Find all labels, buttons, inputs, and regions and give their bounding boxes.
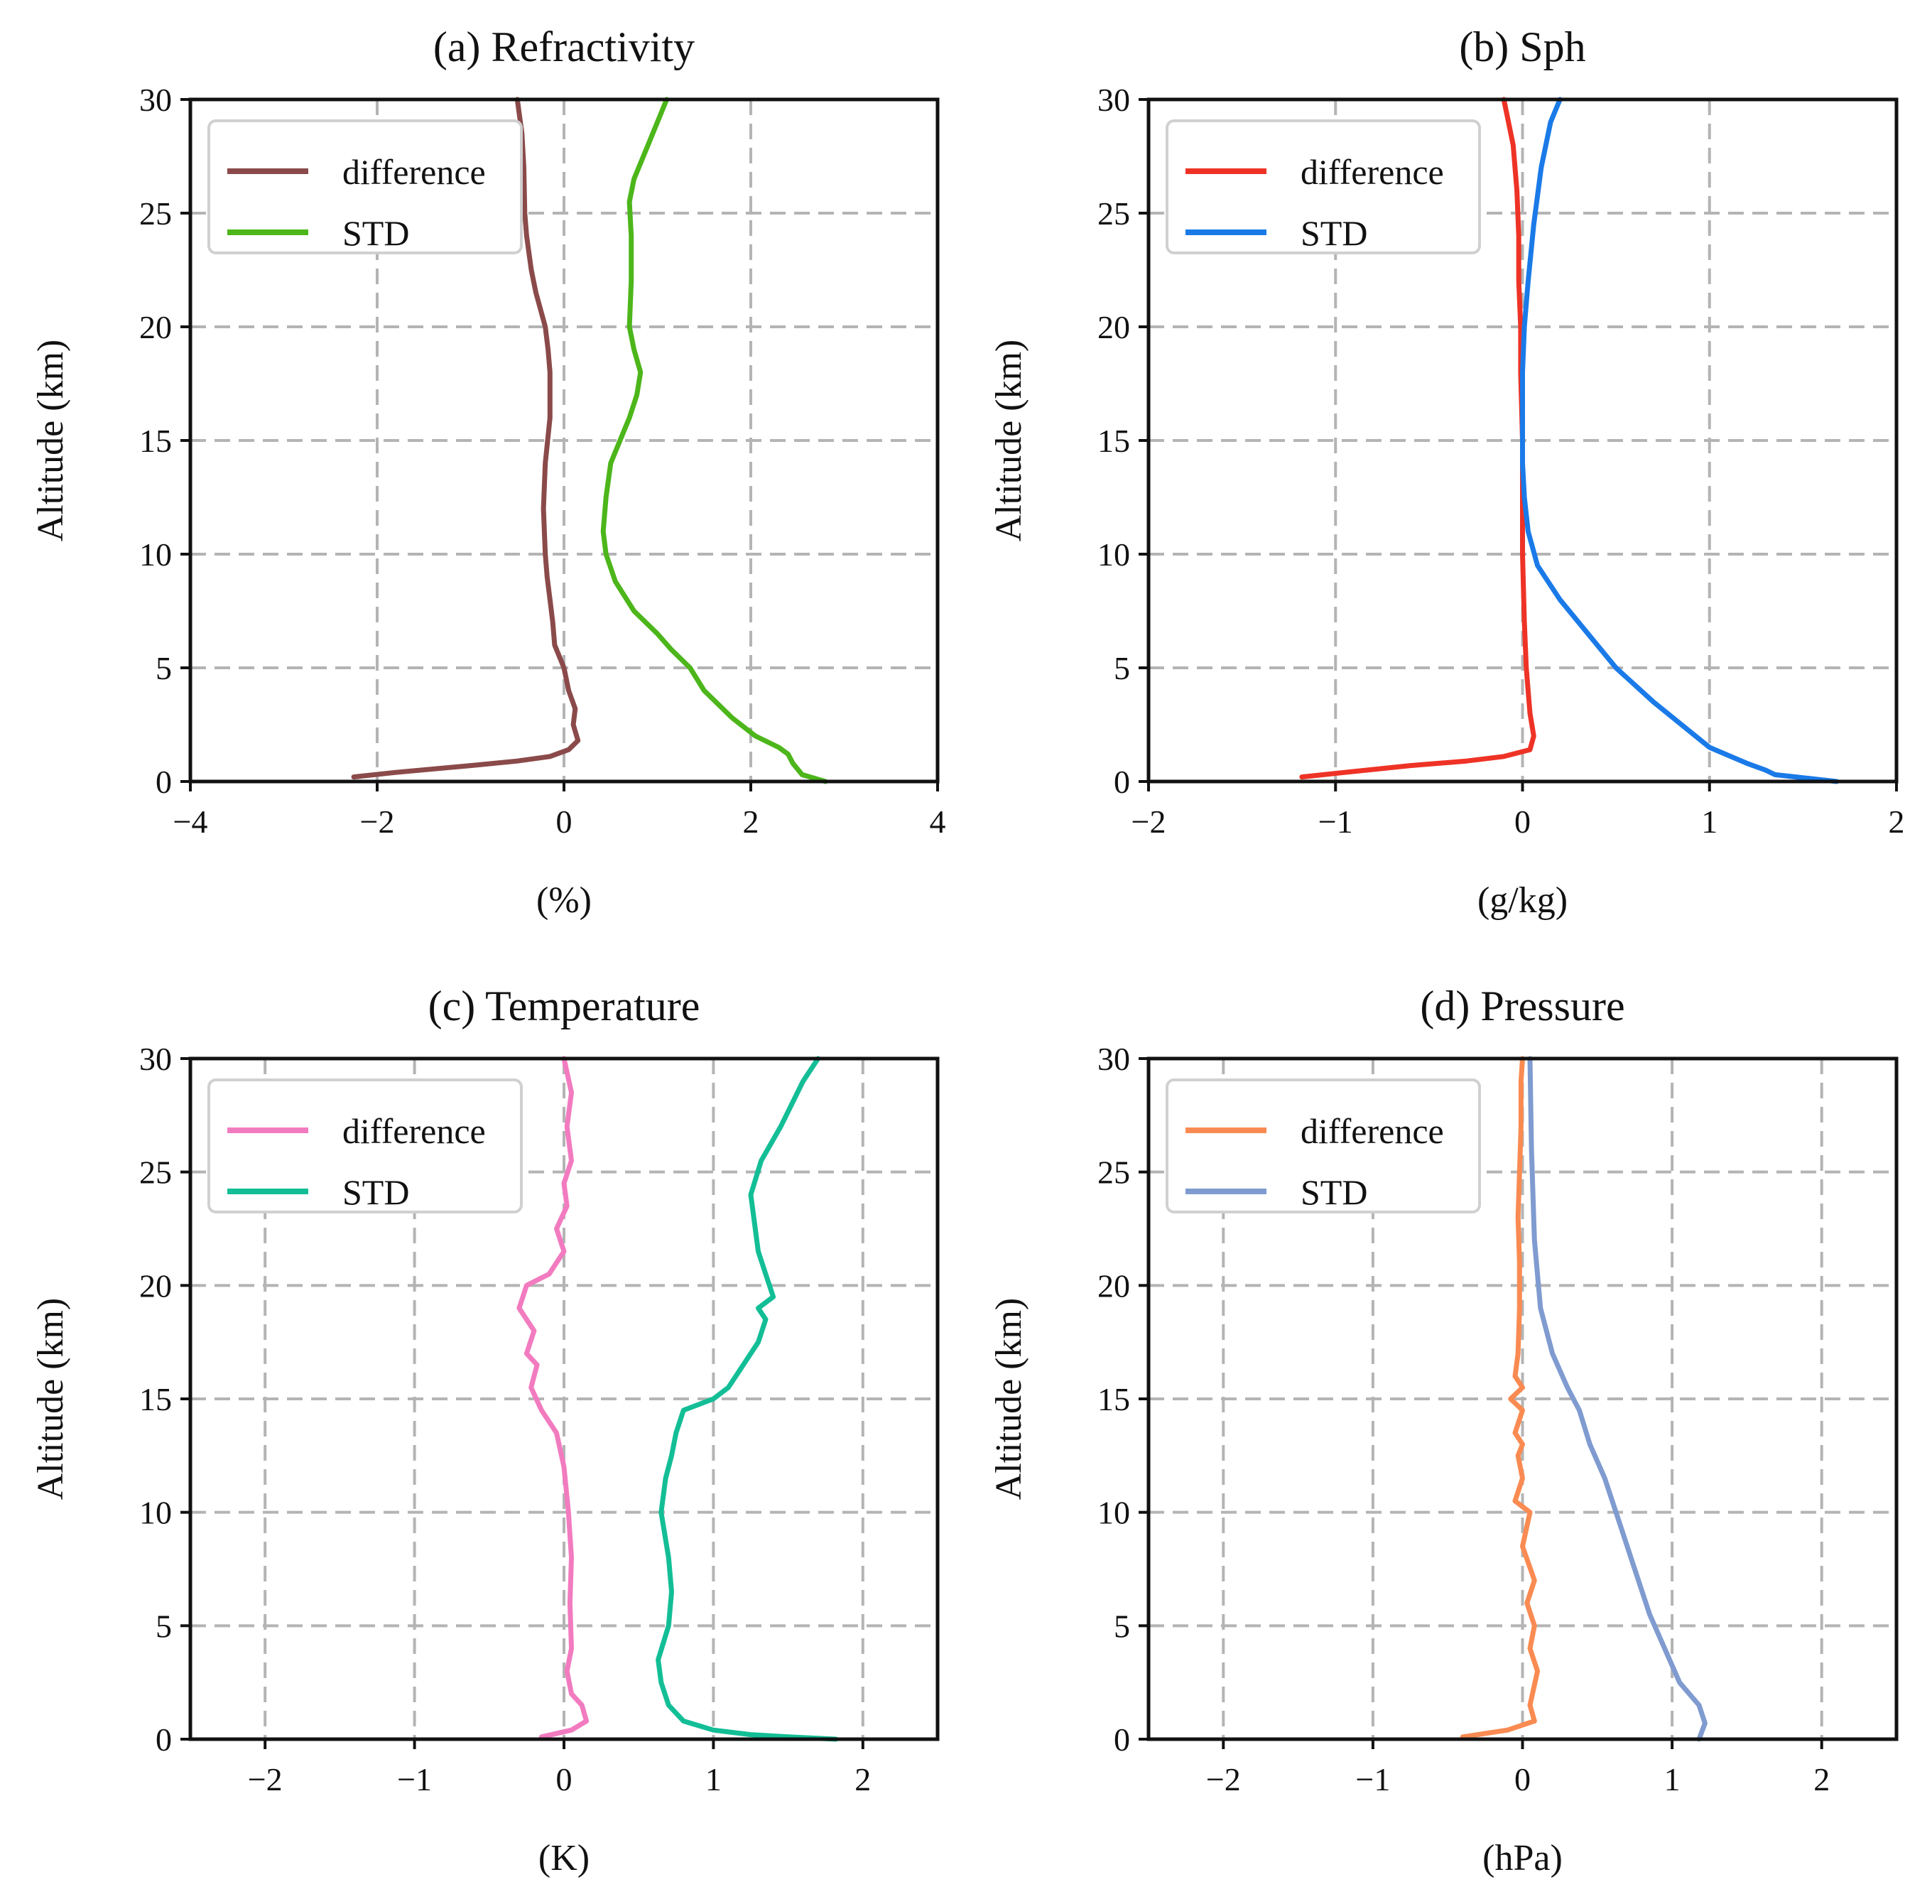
- x-tick-label: 1: [705, 1761, 722, 1797]
- series-line-std: [600, 97, 828, 784]
- y-tick-label: 0: [156, 1721, 172, 1758]
- x-tick-label: −1: [1318, 804, 1353, 840]
- chart-title: (b) Sph: [1459, 23, 1585, 70]
- y-tick-label: 0: [1114, 1721, 1130, 1758]
- y-tick-label: 20: [139, 309, 172, 345]
- y-tick-label: 15: [1097, 423, 1130, 459]
- y-tick-label: 5: [1114, 1608, 1130, 1644]
- x-tick-label: 0: [556, 804, 572, 840]
- y-tick-label: 30: [1097, 82, 1130, 118]
- y-tick-label: 15: [1097, 1381, 1130, 1417]
- x-tick-label: −2: [1206, 1761, 1241, 1797]
- legend: difference STD: [207, 119, 523, 254]
- series-line-std: [1520, 97, 1840, 784]
- x-tick-label: −4: [173, 804, 208, 840]
- y-tick-label: 25: [1097, 1154, 1130, 1191]
- x-tick-label: 2: [743, 804, 759, 840]
- y-tick-label: 15: [139, 423, 172, 459]
- y-tick-label: 10: [139, 536, 172, 573]
- legend-frame: [1166, 119, 1481, 254]
- x-tick-label: 2: [1889, 804, 1905, 840]
- legend-label: difference: [342, 152, 486, 192]
- y-tick-label: 10: [1097, 536, 1130, 573]
- legend-label: difference: [1301, 1111, 1444, 1151]
- series-line-std: [1527, 1056, 1708, 1742]
- y-tick-label: 25: [139, 195, 172, 232]
- y-tick-label: 10: [139, 1495, 172, 1531]
- legend-label: STD: [1301, 1172, 1367, 1212]
- legend-frame: [207, 1078, 523, 1213]
- x-tick-label: −1: [1355, 1761, 1390, 1797]
- y-tick-label: 0: [1114, 764, 1130, 800]
- legend-frame: [1166, 1078, 1481, 1213]
- y-tick-label: 20: [1097, 309, 1130, 345]
- y-tick-label: 15: [139, 1381, 172, 1417]
- y-axis-label: Altitude (km): [31, 340, 71, 542]
- legend: difference STD: [207, 1078, 523, 1213]
- x-tick-label: −2: [360, 804, 395, 840]
- y-tick-label: 5: [156, 650, 172, 686]
- legend-label: difference: [1301, 152, 1444, 192]
- legend-label: difference: [342, 1111, 486, 1151]
- y-axis-label: Altitude (km): [31, 1298, 71, 1500]
- x-tick-label: 2: [854, 1761, 871, 1797]
- y-tick-label: 20: [139, 1267, 172, 1304]
- y-tick-label: 30: [1097, 1041, 1130, 1077]
- y-tick-label: 25: [139, 1154, 172, 1191]
- legend-label: STD: [1301, 213, 1367, 253]
- series-line-difference: [1460, 1056, 1541, 1740]
- legend: difference STD: [1166, 1078, 1481, 1213]
- x-tick-label: 4: [930, 804, 946, 840]
- x-axis-label: (hPa): [1482, 1838, 1563, 1878]
- panel-a: −4 −2 0 2 4 0 5 10 15 20 25 30 (a) Refractivity (%) Al…: [31, 23, 946, 921]
- series-line-difference: [1299, 97, 1536, 780]
- x-tick-label: 1: [1664, 1761, 1681, 1797]
- y-tick-label: 30: [139, 82, 172, 118]
- y-axis-label: Altitude (km): [989, 1298, 1029, 1500]
- x-tick-label: −2: [248, 1761, 283, 1797]
- x-tick-label: −1: [397, 1761, 432, 1797]
- chart-title: (a) Refractivity: [433, 23, 695, 70]
- legend-label: STD: [342, 1172, 409, 1212]
- y-tick-label: 30: [139, 1041, 172, 1077]
- chart-title: (c) Temperature: [428, 983, 700, 1029]
- y-tick-label: 5: [156, 1608, 172, 1644]
- x-tick-label: −2: [1131, 804, 1166, 840]
- x-axis-label: (K): [538, 1838, 590, 1878]
- x-axis-label: (g/kg): [1477, 880, 1568, 921]
- x-tick-label: 0: [1514, 804, 1531, 840]
- legend-label: STD: [342, 213, 409, 253]
- x-axis-label: (%): [536, 880, 592, 921]
- y-tick-label: 0: [156, 764, 172, 800]
- y-tick-label: 10: [1097, 1495, 1130, 1531]
- y-tick-label: 5: [1114, 650, 1130, 686]
- series-line-difference: [516, 1056, 590, 1740]
- x-tick-label: 2: [1813, 1761, 1830, 1797]
- y-axis-label: Altitude (km): [989, 340, 1029, 542]
- x-tick-label: 1: [1701, 804, 1717, 840]
- y-tick-label: 25: [1097, 195, 1130, 232]
- series-line-std: [656, 1056, 839, 1742]
- x-tick-label: 0: [556, 1761, 572, 1797]
- series-line-difference: [351, 97, 581, 780]
- legend: difference STD: [1166, 119, 1481, 254]
- chart-title: (d) Pressure: [1420, 983, 1624, 1029]
- legend-frame: [207, 119, 523, 254]
- x-tick-label: 0: [1514, 1761, 1531, 1797]
- y-tick-label: 20: [1097, 1267, 1130, 1304]
